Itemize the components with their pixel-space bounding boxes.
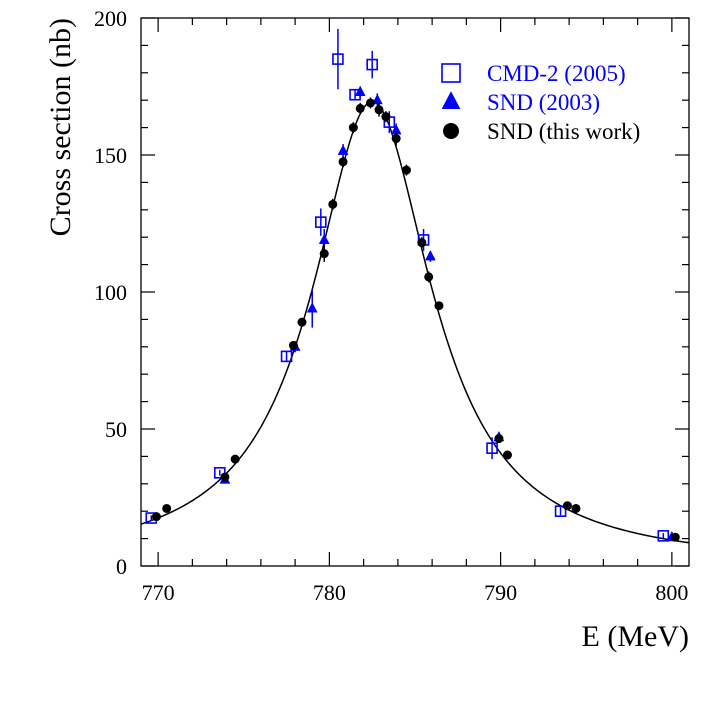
- y-tick-label: 150: [94, 143, 127, 168]
- y-tick-labels: 0 50 100 150 200: [94, 6, 127, 579]
- legend-marker: [441, 91, 461, 109]
- data-point: [571, 503, 581, 513]
- data-point: [371, 93, 383, 105]
- data-point: [306, 302, 318, 313]
- data-point: [354, 85, 366, 96]
- data-point: [337, 144, 349, 155]
- data-point: [670, 532, 680, 542]
- legend: CMD-2 (2005) SND (2003) SND (this work): [441, 61, 640, 144]
- data-point: [434, 301, 444, 311]
- data-point: [554, 505, 567, 518]
- data-point: [338, 157, 348, 167]
- data-point: [151, 512, 161, 522]
- data-point: [332, 53, 344, 65]
- data-point: [381, 112, 391, 122]
- x-tick-label: 790: [484, 580, 517, 605]
- data-point: [424, 250, 436, 261]
- series-2: [151, 97, 680, 542]
- legend-label: CMD-2 (2005): [487, 61, 626, 86]
- x-tick-label: 780: [313, 580, 346, 605]
- data-point: [315, 216, 327, 228]
- legend-marker: [441, 63, 461, 83]
- data-point: [401, 165, 411, 175]
- data-point: [288, 340, 298, 350]
- data-point: [494, 434, 504, 444]
- y-tick-label: 50: [105, 417, 127, 442]
- data-point: [162, 503, 172, 513]
- fit-curve-layer: [140, 100, 690, 544]
- fit-curve: [140, 100, 690, 544]
- data-point: [230, 454, 240, 464]
- data-point: [280, 350, 293, 363]
- data-point: [391, 134, 401, 144]
- data-point: [657, 530, 670, 542]
- x-tick-labels: 770 780 790 800: [142, 580, 689, 605]
- data-point: [486, 442, 498, 454]
- axis-ticks-layer: [141, 17, 689, 567]
- data-point: [348, 123, 358, 133]
- y-axis-title: Cross section (nb): [44, 18, 77, 236]
- data-point: [366, 58, 378, 71]
- data-point: [297, 317, 307, 327]
- data-points-layer: [145, 28, 680, 542]
- y-tick-label: 0: [116, 554, 127, 579]
- data-point: [502, 450, 512, 460]
- data-point: [318, 233, 330, 244]
- y-tick-label: 100: [94, 280, 127, 305]
- y-tick-label: 200: [94, 6, 127, 31]
- data-point: [424, 272, 434, 282]
- data-point: [355, 103, 365, 113]
- x-tick-label: 770: [142, 580, 175, 605]
- data-point: [562, 501, 572, 511]
- data-point: [417, 238, 427, 248]
- data-point: [220, 472, 230, 482]
- data-point: [365, 98, 375, 108]
- x-tick-label: 800: [655, 580, 688, 605]
- data-point: [328, 199, 338, 209]
- legend-label: SND (this work): [487, 119, 640, 144]
- data-point: [319, 249, 329, 259]
- legend-label: SND (2003): [487, 90, 600, 115]
- legend-marker: [443, 123, 459, 139]
- data-point: [374, 105, 384, 115]
- x-axis-title: E (MeV): [582, 620, 689, 653]
